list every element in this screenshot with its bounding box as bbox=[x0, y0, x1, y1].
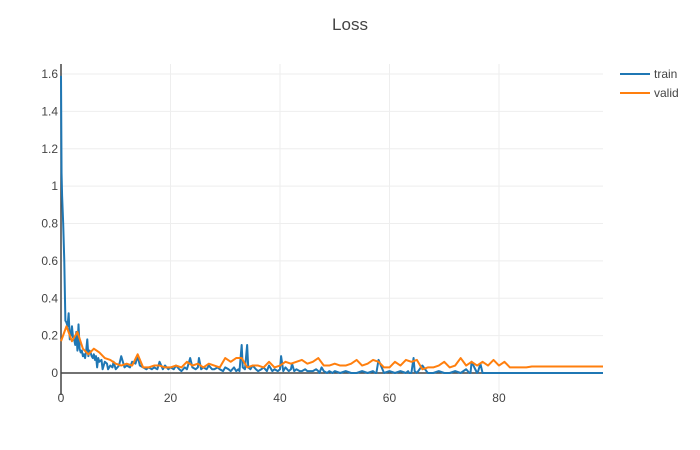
y-tick-label: 0.6 bbox=[41, 254, 58, 268]
y-tick-label: 1.2 bbox=[41, 142, 58, 156]
x-tick-label: 0 bbox=[58, 391, 65, 405]
y-tick-label: 0 bbox=[51, 366, 58, 380]
grid bbox=[61, 64, 603, 395]
y-tick-label: 0.4 bbox=[41, 291, 58, 305]
legend-label-train[interactable]: train bbox=[654, 67, 677, 81]
legend-label-valid[interactable]: valid bbox=[654, 86, 679, 100]
plot-area bbox=[60, 75, 603, 374]
x-tick-label: 40 bbox=[273, 391, 287, 405]
axes: 0 20 40 60 80 0 0.2 0.4 0.6 0.8 1 1.2 1.4 1.6 bbox=[41, 64, 603, 405]
x-tick-label: 20 bbox=[164, 391, 178, 405]
series-line-valid bbox=[60, 325, 603, 371]
y-tick-label: 1.4 bbox=[41, 104, 58, 118]
y-tick-label: 0.8 bbox=[41, 217, 58, 231]
legend[interactable]: train valid bbox=[620, 67, 679, 100]
y-tick-label: 1 bbox=[51, 179, 58, 193]
y-tick-label: 1.6 bbox=[41, 67, 58, 81]
x-tick-label: 60 bbox=[383, 391, 397, 405]
series-line-train bbox=[60, 75, 603, 374]
y-tick-label: 0.2 bbox=[41, 329, 58, 343]
x-tick-label: 80 bbox=[492, 391, 506, 405]
chart-title: Loss bbox=[332, 15, 368, 34]
